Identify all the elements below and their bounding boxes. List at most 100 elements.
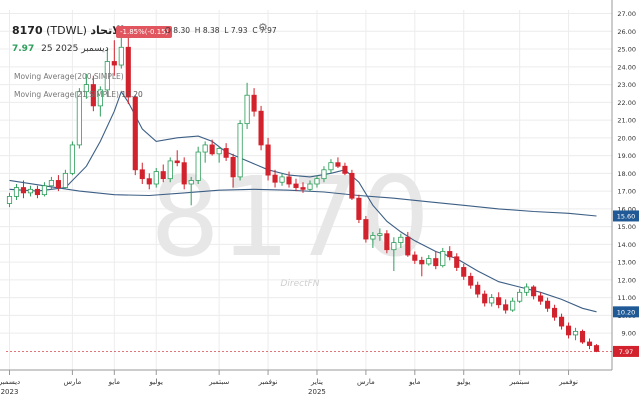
candle-body (552, 307, 558, 318)
candle-body (503, 304, 509, 311)
ohlc-readout: O 8.30 H 8.38 L 7.93 C 7.97 (165, 26, 277, 35)
candle-body (160, 171, 166, 180)
candle-body (55, 180, 61, 188)
low-label: L (224, 26, 229, 35)
ma200-axis-badge: 15.60 (617, 212, 636, 220)
x-tick-label: يوليو (456, 378, 470, 386)
candle-body (6, 196, 13, 204)
y-tick-label: 14.00 (617, 241, 636, 249)
candle-body (76, 91, 82, 146)
x-tick-label: يوليو (149, 378, 163, 386)
candle-body (300, 187, 306, 190)
candle-body (531, 286, 537, 297)
y-tick-label: 22.00 (617, 99, 636, 107)
candle-body (272, 174, 278, 183)
symbol-ticker: (TDWL) (46, 24, 87, 37)
candle-body (496, 297, 502, 306)
candle-body (97, 89, 103, 107)
high-label: H (194, 26, 201, 35)
candle-body (195, 151, 201, 181)
candle-body (433, 258, 439, 267)
quote-date: 25 ديسمبر 2025 (41, 44, 109, 54)
candle-body (83, 84, 89, 93)
candle-body (412, 254, 418, 261)
candle-body (104, 61, 110, 91)
candle-body (405, 236, 411, 256)
candle-body (328, 162, 334, 171)
ma21-legend-label: Moving Average(21,SIMPLE) (14, 90, 119, 99)
candle-body (468, 275, 474, 286)
candle-body (426, 258, 432, 265)
ma200-legend[interactable]: Moving Average(200,SIMPLE) (14, 72, 124, 81)
candle-body (188, 180, 194, 185)
candle-body (118, 46, 124, 66)
candle-body (419, 259, 425, 265)
y-tick-label: 25.00 (617, 46, 636, 54)
candle-body (307, 183, 313, 190)
last-price-badge: 7.97 (619, 348, 633, 356)
y-tick-label: 18.00 (617, 170, 636, 178)
candle-body (489, 297, 495, 304)
candle-body (377, 233, 383, 236)
moving-average-layer (9, 90, 597, 313)
candle-body (545, 300, 551, 309)
y-tick-label: 24.00 (617, 63, 636, 71)
candle-body (258, 110, 264, 146)
x-tick-year: 2025 (308, 388, 326, 396)
candle-body (13, 187, 20, 197)
candle-body (517, 291, 523, 302)
gear-icon[interactable]: ⚙ (258, 21, 268, 34)
x-tick-label: نوفمبر (258, 378, 278, 386)
y-tick-label: 17.00 (617, 188, 636, 196)
candle-body (41, 185, 48, 196)
y-tick-label: 13.00 (617, 259, 636, 267)
ma200-line (9, 179, 597, 217)
candle-body (90, 84, 96, 107)
ma21-axis-badge: 10.20 (617, 308, 636, 316)
y-tick-label: 23.00 (617, 81, 636, 89)
ma21-legend-value: 10.20 (121, 90, 143, 99)
y-tick-label: 27.00 (617, 10, 636, 18)
candle-body (167, 160, 173, 180)
candle-layer[interactable] (6, 27, 600, 353)
candle-body (398, 236, 404, 243)
candle-body (356, 197, 362, 220)
candle-body (579, 330, 586, 343)
ma21-legend[interactable]: Moving Average(21,SIMPLE) 10.20 (14, 90, 143, 99)
x-tick-label: سبتمبر (509, 378, 530, 386)
candle-body (48, 180, 54, 187)
candle-body (391, 242, 397, 251)
candle-body (572, 330, 579, 336)
candle-body (181, 162, 187, 185)
candle-body (475, 284, 481, 295)
axis-layer: 9.0010.0011.0012.0013.0014.0015.0016.001… (0, 0, 639, 396)
x-tick-label: سبتمبر (208, 378, 229, 386)
y-tick-label: 15.00 (617, 223, 636, 231)
candle-body (538, 295, 544, 302)
y-tick-label: 11.00 (617, 294, 636, 302)
candle-body (237, 123, 243, 178)
candle-body (454, 256, 460, 268)
ma200-axis-badge-bg (613, 210, 639, 222)
y-tick-label: 26.00 (617, 28, 636, 36)
header-subline: 7.97 25 ديسمبر 2025 (12, 44, 109, 54)
candle-body (216, 148, 222, 155)
open-value: 8.30 (173, 26, 190, 35)
candle-body (342, 165, 348, 174)
watermark-brand: DirectFN (280, 279, 319, 289)
y-tick-label: 21.00 (617, 117, 636, 125)
candle-body (230, 156, 236, 178)
symbol-name: الاتحاد (90, 24, 125, 37)
symbol-code: 8170 (12, 24, 43, 37)
change-badge: -1.85%(-0.15) (116, 26, 173, 38)
x-tick-label: يناير (310, 378, 323, 386)
x-tick-label: مارس (63, 378, 81, 386)
candle-body (349, 172, 355, 199)
candle-body (34, 188, 41, 196)
candle-body (384, 233, 390, 251)
open-label: O (165, 26, 171, 35)
candle-body (265, 144, 271, 176)
candle-body (209, 144, 215, 155)
